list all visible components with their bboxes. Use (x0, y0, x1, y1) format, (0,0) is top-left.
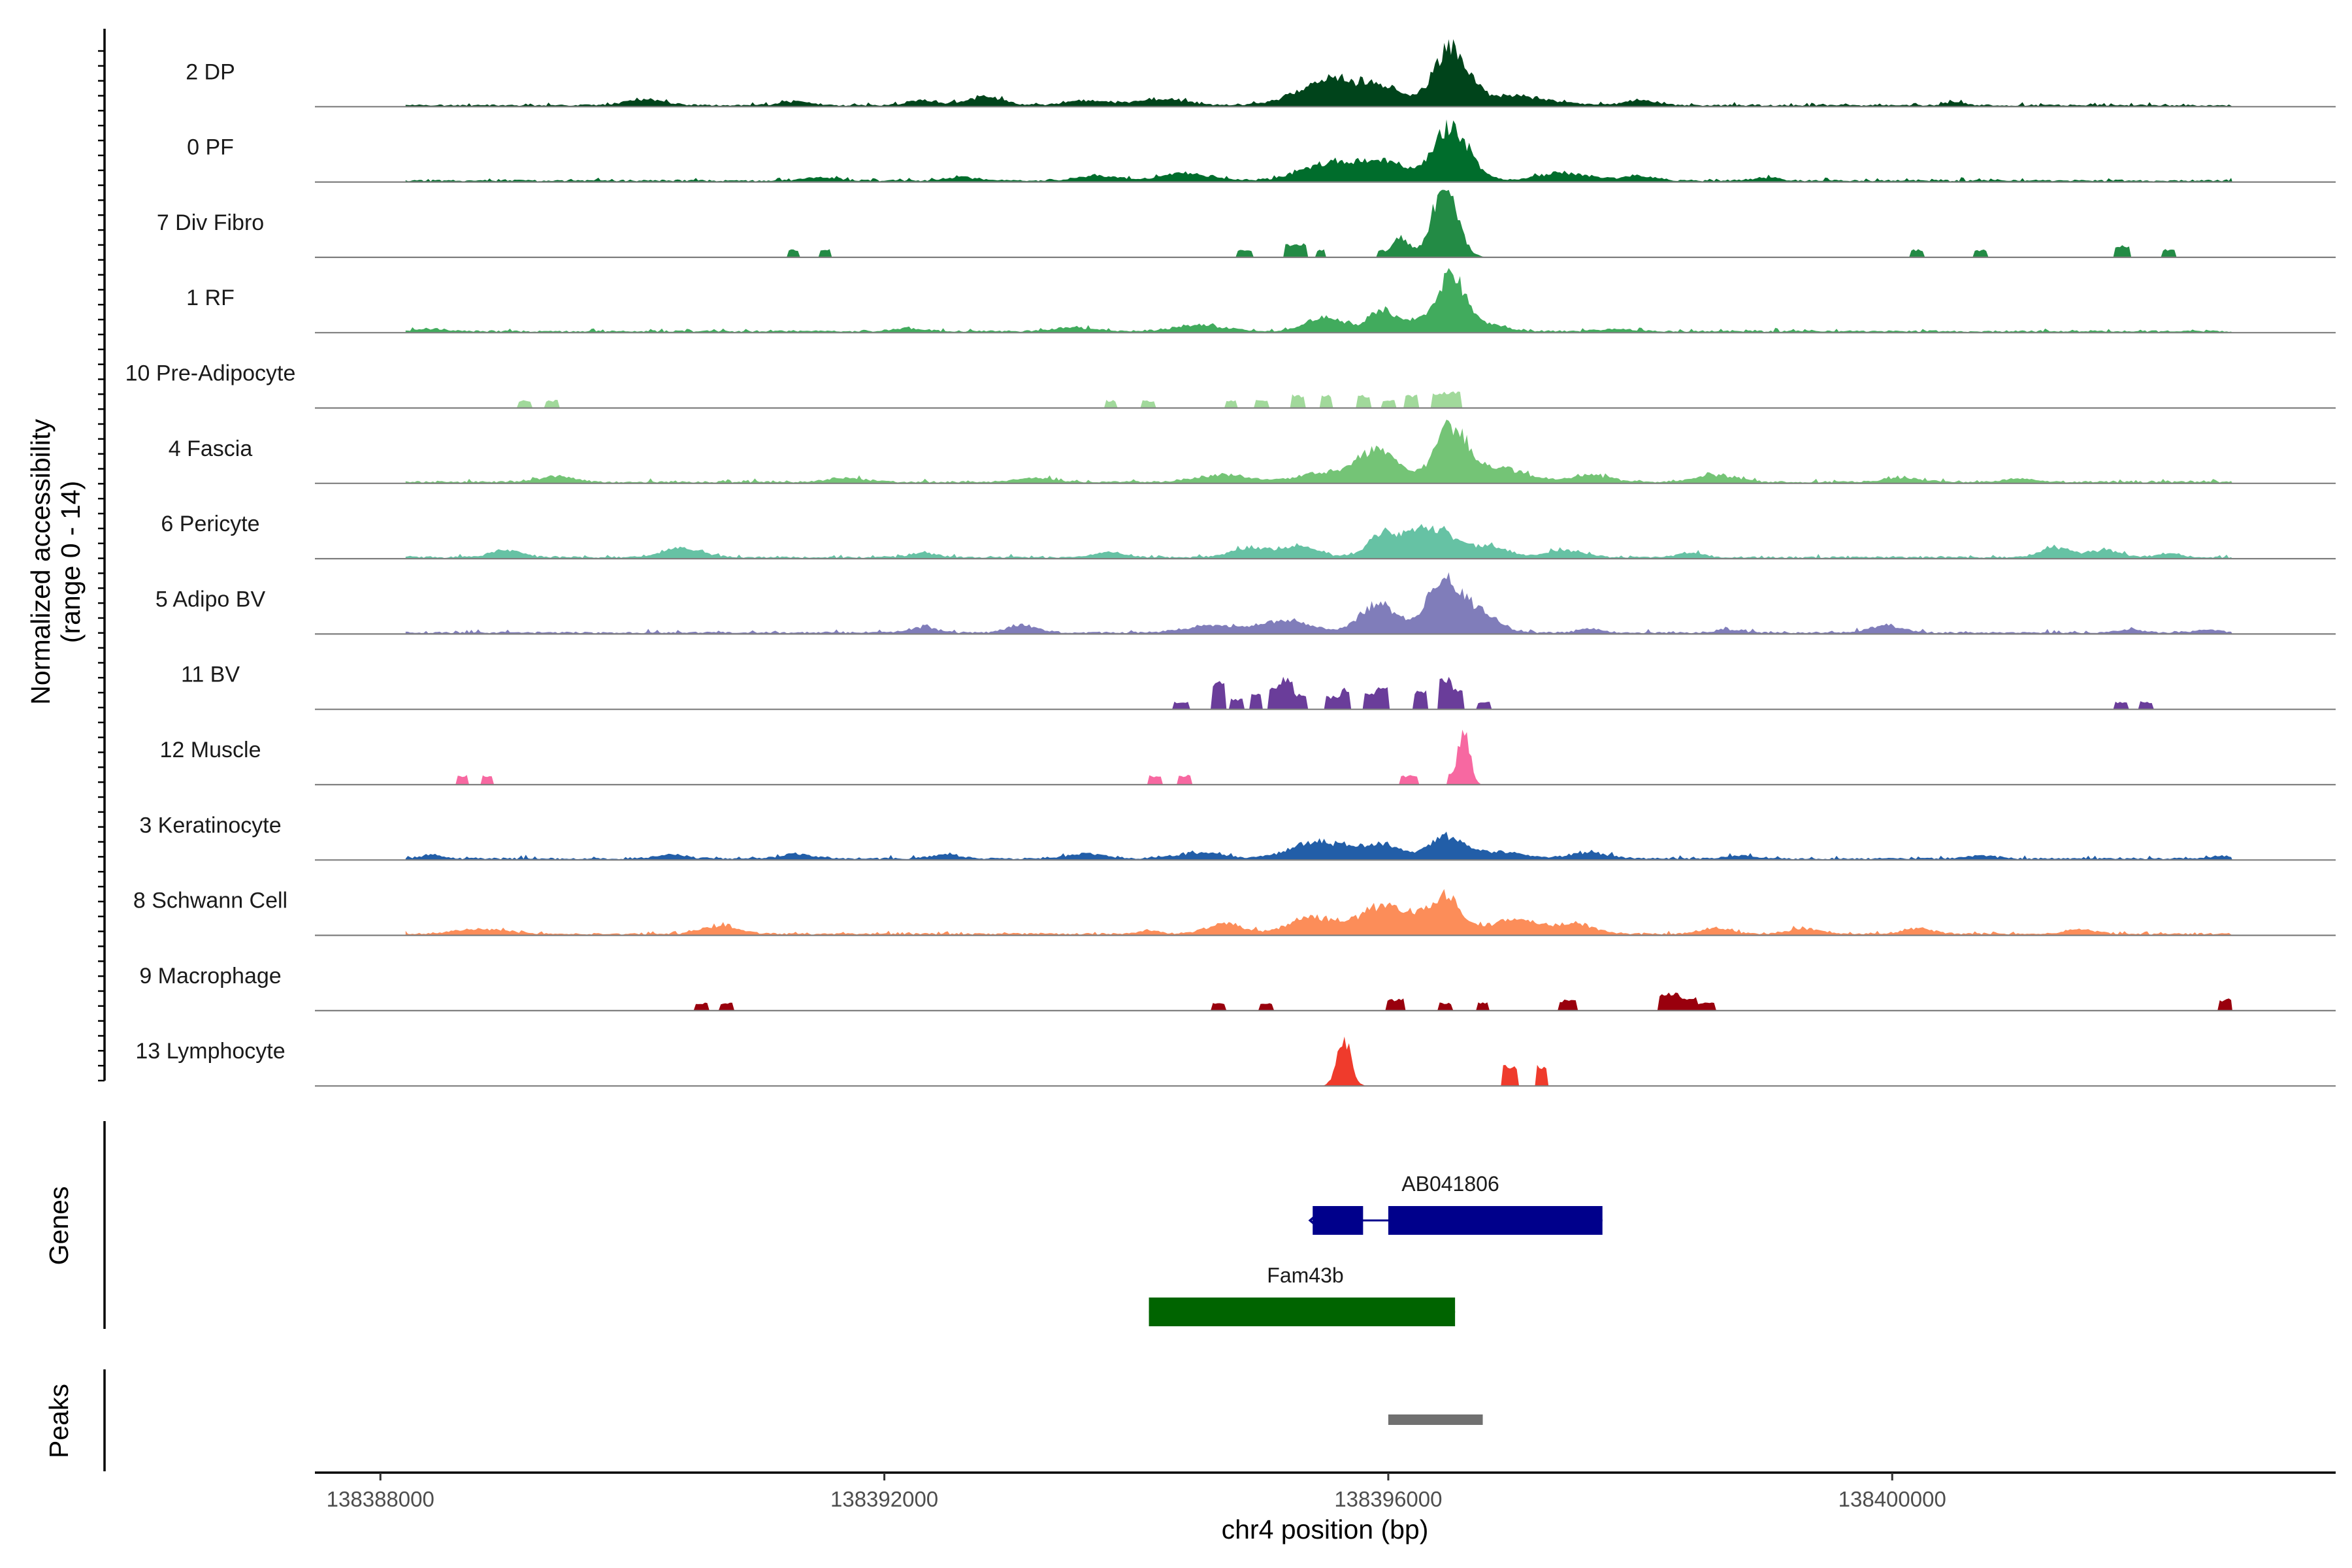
track-label: 1 RF (186, 286, 235, 310)
x-tick-label: 138388000 (327, 1487, 434, 1511)
track-label: 7 Div Fibro (157, 210, 264, 235)
coverage-area (405, 889, 2232, 936)
coverage-area (405, 39, 2232, 107)
accessibility-tracks: 2 DP 0 PF 7 Div Fibro 1 RF 10 Pre-Adipocyte 4… (125, 39, 2336, 1087)
genes-panel-label: Genes (44, 1186, 74, 1266)
genes-panel: AB041806 Fam43b (1149, 1172, 1603, 1326)
gene-exon (1388, 1206, 1603, 1235)
track-label: 13 Lymphocyte (135, 1039, 285, 1064)
track-label: 11 BV (181, 662, 240, 687)
peak-region (1388, 1414, 1483, 1425)
gene-name-label: Fam43b (1267, 1264, 1343, 1287)
track-10-pre-adipocyte: 10 Pre-Adipocyte (125, 361, 2336, 409)
x-axis: 138388000 138392000 138396000 138400000 (315, 1471, 2336, 1511)
track-label: 3 Keratinocyte (139, 813, 281, 838)
gene-exon (1313, 1206, 1364, 1235)
track-4-fascia: 4 Fascia (169, 419, 2336, 484)
coverage-area (405, 119, 2232, 182)
track-0-pf: 0 PF (187, 119, 2336, 183)
x-tick-label: 138400000 (1838, 1487, 1946, 1511)
x-tick-label: 138396000 (1334, 1487, 1442, 1511)
y-axis-label-line1: Normalized accessibility (25, 419, 56, 705)
y-axis-label-line2: (range 0 - 14) (56, 481, 86, 643)
gene-fam43b: Fam43b (1149, 1264, 1456, 1326)
peaks-panel-label: Peaks (44, 1384, 74, 1458)
track-5-adipo-bv: 5 Adipo BV (155, 572, 2336, 635)
track-label: 4 Fascia (169, 436, 253, 461)
track-13-lymphocyte: 13 Lymphocyte (135, 1036, 2336, 1087)
track-6-pericyte: 6 Pericyte (161, 512, 2336, 560)
track-label: 8 Schwann Cell (133, 889, 287, 913)
x-tick-label: 138392000 (830, 1487, 938, 1511)
track-9-macrophage: 9 Macrophage (139, 964, 2336, 1012)
track-3-keratinocyte: 3 Keratinocyte (139, 813, 2336, 861)
track-label: 5 Adipo BV (155, 587, 266, 612)
coverage-area (405, 524, 2232, 559)
gene-name-label: AB041806 (1401, 1172, 1499, 1196)
x-axis-label: chr4 position (bp) (1222, 1514, 1429, 1544)
accessibility-y-axis (98, 29, 106, 1082)
track-label: 9 Macrophage (139, 964, 281, 988)
track-11-bv: 11 BV (181, 662, 2336, 710)
track-label: 10 Pre-Adipocyte (125, 361, 296, 386)
track-label: 2 DP (186, 59, 235, 84)
gene-exon (1149, 1298, 1456, 1326)
coverage-area (405, 268, 2232, 333)
peaks-panel (1388, 1414, 1483, 1425)
track-1-rf: 1 RF (186, 268, 2336, 334)
track-12-muscle: 12 Muscle (160, 729, 2336, 786)
track-label: 12 Muscle (160, 738, 261, 762)
track-2-dp: 2 DP (186, 39, 2336, 108)
gene-ab041806: AB041806 (1308, 1172, 1603, 1235)
track-8-schwann-cell: 8 Schwann Cell (133, 889, 2336, 936)
track-7-div-fibro: 7 Div Fibro (157, 189, 2336, 258)
strand-arrow-icon (1308, 1211, 1320, 1230)
coverage-area (405, 831, 2232, 860)
track-label: 0 PF (187, 135, 234, 160)
track-label: 6 Pericyte (161, 512, 259, 536)
